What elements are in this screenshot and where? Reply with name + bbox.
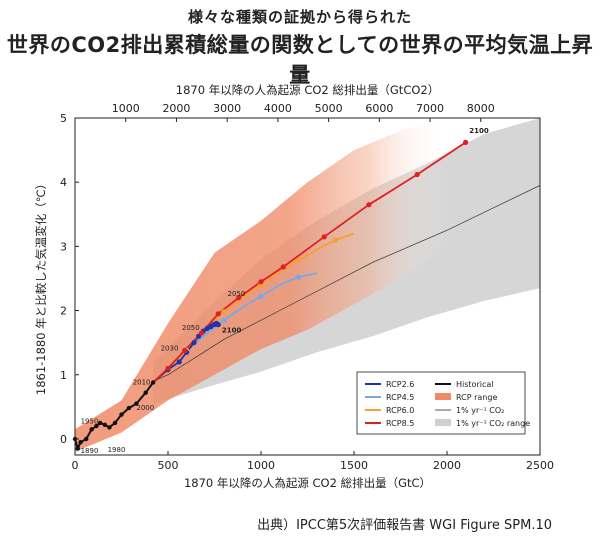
legend-label: RCP range — [456, 393, 497, 402]
x-tick-label: 2000 — [433, 459, 461, 472]
rcp85-point — [366, 202, 372, 208]
year-label: 2000 — [136, 404, 154, 412]
x-tick-label: 1500 — [340, 459, 368, 472]
historical-point — [107, 425, 112, 430]
range-bands — [75, 118, 540, 452]
legend-label: Historical — [456, 380, 493, 389]
historical-point — [119, 412, 124, 417]
y-tick-label: 4 — [60, 176, 67, 189]
legend-label: 1% yr⁻¹ CO₂ — [456, 406, 504, 415]
rcp85-point — [182, 347, 188, 353]
year-label: 2030 — [161, 344, 179, 352]
legend-label: RCP4.5 — [386, 393, 414, 402]
chart-title-line2: 世界のCO2排出累積総量の関数としての世界の平均気温上昇量 — [6, 33, 594, 87]
rcp60-line — [152, 232, 355, 384]
historical-point — [102, 422, 108, 427]
rcp85-point — [414, 171, 420, 178]
y-tick-label: 3 — [60, 240, 67, 253]
year-label: 1980 — [108, 446, 126, 454]
year-annotations: 1890 1950 1980 2000 2010 2030 2050 2050 2100 2100 — [81, 127, 489, 455]
year-label: 1950 — [81, 418, 99, 426]
top-x-tick-label: 5000 — [315, 102, 343, 115]
rcp85-point — [165, 365, 171, 371]
rcp45-point — [258, 293, 264, 299]
y-axis-label: 1861-1880 年と比較した気温変化（℃） — [34, 178, 48, 395]
y-tick-label: 5 — [60, 112, 67, 125]
rcp60-point — [332, 237, 338, 243]
historical-point — [78, 440, 83, 445]
top-x-axis-label: 1870 年以降の人為起源 CO2 総排出量（GtCO2） — [176, 83, 439, 97]
axes: 0 500 1000 1500 2000 2500 0 1 2 3 4 5 1000 2000 3000 40… — [60, 102, 554, 472]
top-x-tick-label: 2000 — [162, 102, 190, 115]
rcp_range-band — [75, 118, 466, 452]
legend-label: RCP6.0 — [386, 406, 414, 415]
rcp85-point — [463, 139, 469, 145]
rcp85-point — [236, 295, 242, 301]
legend-label: RCP2.6 — [386, 380, 414, 389]
historical-point — [143, 390, 148, 395]
rcp85-line — [152, 141, 467, 384]
top-x-tick-label: 6000 — [365, 102, 393, 115]
rcp_range-legend-swatch — [435, 393, 451, 400]
chart-title-line1: 様々な種類の証拠から得られた — [187, 8, 412, 26]
y-tick-label: 1 — [60, 369, 67, 382]
legend: RCP2.6 RCP4.5 RCP6.0 RCP8.5 Historical RCP ra… — [356, 371, 530, 435]
year-label: 2100 — [222, 326, 242, 334]
series-points — [72, 139, 469, 451]
year-label: 2100 — [469, 127, 489, 135]
rcp60-point — [295, 257, 301, 264]
onepct_line-line — [152, 185, 540, 382]
x-axis-label: 1870 年以降の人為起源 CO2 総排出量（GtC） — [184, 476, 431, 490]
historical-point — [89, 427, 94, 432]
historical-point — [84, 436, 89, 442]
historical-point — [112, 420, 118, 426]
historical-point — [150, 380, 156, 385]
top-x-tick-label: 7000 — [416, 102, 444, 115]
x-tick-label: 2500 — [526, 459, 554, 472]
rcp45-point — [295, 274, 301, 280]
onepct_range-legend-swatch — [435, 419, 451, 426]
historical-point — [94, 423, 99, 429]
historical-point — [97, 420, 103, 426]
rcp26-point — [176, 359, 182, 365]
top-x-tick-label: 8000 — [467, 102, 495, 115]
top-x-tick-label: 3000 — [213, 102, 241, 115]
rcp85-point — [321, 234, 327, 240]
year-label: 2050 — [182, 324, 200, 332]
historical-point — [75, 446, 81, 451]
historical-point — [126, 405, 132, 411]
x-tick-label: 1000 — [247, 459, 275, 472]
year-label: 1890 — [81, 447, 99, 455]
x-tick-label: 0 — [72, 459, 79, 472]
historical-point — [134, 401, 139, 406]
legend-label: 1% yr⁻¹ CO₂ range — [456, 419, 530, 428]
rcp26-point — [215, 322, 221, 328]
top-x-tick-label: 4000 — [264, 102, 292, 115]
year-label: 2050 — [228, 290, 246, 298]
legend-label: RCP8.5 — [386, 419, 414, 428]
rcp45-point — [221, 317, 227, 323]
top-x-tick-label: 1000 — [112, 102, 140, 115]
source-citation: 出典）IPCC第5次評価報告書 WGI Figure SPM.10 — [257, 518, 552, 533]
y-tick-label: 0 — [60, 433, 67, 446]
plot-frame — [74, 117, 541, 456]
rcp85-point — [198, 330, 205, 336]
rcp85-point — [280, 264, 286, 270]
x-tick-label: 500 — [158, 459, 179, 472]
rcp85-point — [215, 311, 221, 317]
rcp26-point — [191, 340, 197, 346]
rcp60-point — [221, 309, 227, 315]
rcp85-point — [258, 279, 264, 285]
y-tick-label: 2 — [60, 305, 67, 318]
year-label: 2010 — [133, 378, 151, 386]
